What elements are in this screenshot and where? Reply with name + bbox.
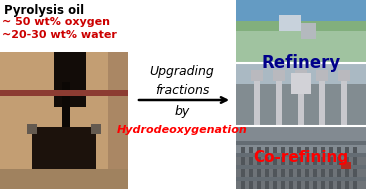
Text: Hydrodeoxygenation: Hydrodeoxygenation — [117, 125, 247, 135]
Text: ~20-30 wt% water: ~20-30 wt% water — [2, 30, 117, 40]
Text: ~ 50 wt% oxygen: ~ 50 wt% oxygen — [2, 17, 110, 27]
Text: Refinery: Refinery — [261, 54, 341, 72]
Text: Co-refining: Co-refining — [253, 150, 348, 165]
Text: by: by — [174, 105, 190, 119]
Text: fractions: fractions — [155, 84, 209, 97]
Text: Upgrading: Upgrading — [150, 66, 214, 78]
Text: Pyrolysis oil: Pyrolysis oil — [4, 4, 84, 17]
